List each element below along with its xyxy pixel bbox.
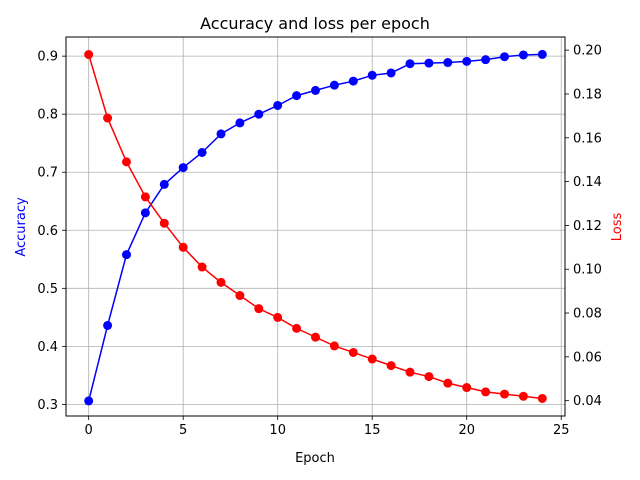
loss-point: [349, 348, 358, 357]
accuracy-point: [273, 101, 282, 110]
right-tick-label: 0.20: [573, 44, 602, 59]
accuracy-point: [254, 110, 263, 119]
loss-point: [462, 383, 471, 392]
left-tick-label: 0.8: [37, 108, 58, 123]
right-tick-label: 0.18: [573, 87, 602, 102]
loss-point: [254, 304, 263, 313]
right-tick-label: 0.10: [573, 263, 602, 278]
x-tick-label: 0: [85, 423, 93, 438]
left-axis-label: Accuracy: [14, 197, 29, 257]
accuracy-point: [406, 59, 415, 68]
accuracy-point: [311, 86, 320, 95]
accuracy-point: [103, 321, 112, 330]
loss-point: [84, 50, 93, 59]
accuracy-point: [292, 91, 301, 100]
right-tick-label: 0.06: [573, 350, 602, 365]
right-tick-label: 0.12: [573, 219, 602, 234]
accuracy-point: [160, 180, 169, 189]
accuracy-point: [141, 208, 150, 217]
right-axis-label: Loss: [610, 213, 625, 242]
left-tick-label: 0.4: [37, 340, 58, 355]
loss-point: [500, 390, 509, 399]
accuracy-point: [387, 68, 396, 77]
x-tick-label: 20: [458, 423, 475, 438]
loss-point: [368, 355, 377, 364]
loss-point: [160, 219, 169, 228]
left-tick-label: 0.9: [37, 50, 58, 65]
x-tick-label: 25: [553, 423, 570, 438]
loss-point: [141, 192, 150, 201]
loss-point: [198, 263, 207, 272]
accuracy-point: [349, 77, 358, 86]
accuracy-point: [481, 55, 490, 64]
accuracy-point: [519, 50, 528, 59]
loss-point: [330, 341, 339, 350]
left-tick-label: 0.5: [37, 282, 58, 297]
right-tick-label: 0.08: [573, 307, 602, 322]
loss-point: [406, 368, 415, 377]
loss-point: [122, 157, 131, 166]
loss-point: [103, 114, 112, 123]
loss-point: [519, 392, 528, 401]
loss-point: [273, 313, 282, 322]
right-tick-label: 0.04: [573, 394, 602, 409]
loss-point: [235, 291, 244, 300]
accuracy-point: [122, 250, 131, 259]
loss-point: [481, 387, 490, 396]
left-tick-label: 0.7: [37, 166, 58, 181]
loss-point: [424, 372, 433, 381]
loss-point: [538, 394, 547, 403]
right-tick-label: 0.16: [573, 131, 602, 146]
loss-point: [292, 324, 301, 333]
loss-point: [443, 379, 452, 388]
left-tick-label: 0.6: [37, 224, 58, 239]
loss-point: [216, 278, 225, 287]
accuracy-point: [84, 396, 93, 405]
right-tick-label: 0.14: [573, 175, 602, 190]
accuracy-point: [443, 58, 452, 67]
x-tick-label: 5: [179, 423, 187, 438]
x-tick-label: 15: [364, 423, 381, 438]
chart-title: Accuracy and loss per epoch: [200, 14, 430, 33]
accuracy-point: [235, 118, 244, 127]
accuracy-point: [462, 57, 471, 66]
accuracy-point: [330, 81, 339, 90]
loss-point: [387, 361, 396, 370]
accuracy-point: [198, 148, 207, 157]
left-tick-label: 0.3: [37, 398, 58, 413]
loss-point: [311, 333, 320, 342]
x-tick-label: 10: [269, 423, 286, 438]
accuracy-point: [179, 163, 188, 172]
loss-point: [179, 243, 188, 252]
accuracy-point: [368, 71, 377, 80]
accuracy-point: [216, 129, 225, 138]
accuracy-point: [500, 52, 509, 61]
x-axis-label: Epoch: [295, 451, 335, 466]
accuracy-point: [538, 50, 547, 59]
accuracy-point: [424, 59, 433, 68]
